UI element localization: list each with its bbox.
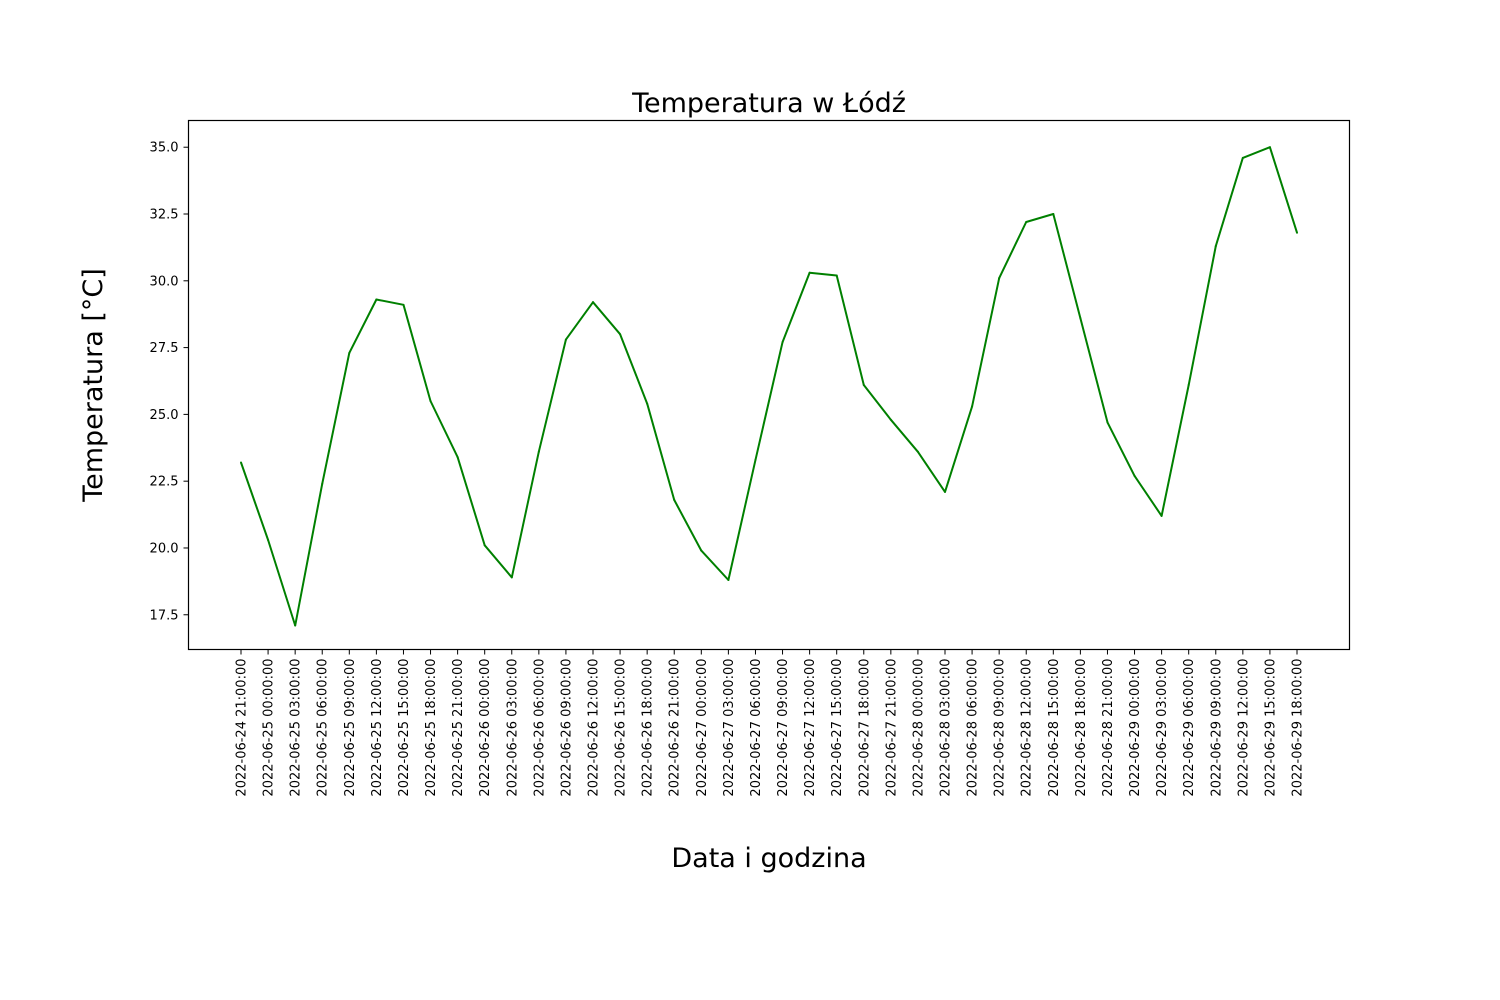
data-point	[673, 498, 676, 501]
data-point	[537, 450, 540, 453]
x-tick-label: 2022-06-29 12:00:00	[1236, 659, 1251, 797]
data-point	[1241, 156, 1244, 159]
y-tick-label: 25.0	[150, 408, 179, 423]
data-point	[1106, 421, 1109, 424]
x-tick-label: 2022-06-28 09:00:00	[993, 659, 1008, 797]
x-tick-label: 2022-06-27 12:00:00	[803, 659, 818, 797]
x-tick-label: 2022-06-27 21:00:00	[884, 659, 899, 797]
data-point	[1268, 146, 1271, 149]
data-point	[564, 338, 567, 341]
x-tick-label: 2022-06-25 21:00:00	[451, 659, 466, 797]
x-tick-label: 2022-06-25 00:00:00	[262, 659, 277, 797]
x-tick-label: 2022-06-27 00:00:00	[695, 659, 710, 797]
y-tick-label: 17.5	[150, 608, 179, 623]
x-tick-label: 2022-06-28 18:00:00	[1074, 659, 1089, 797]
y-tick-label: 32.5	[150, 208, 179, 223]
plot-area	[187, 119, 1351, 651]
x-tick-label: 2022-06-28 21:00:00	[1101, 659, 1116, 797]
x-tick-label: 2022-06-28 12:00:00	[1020, 659, 1035, 797]
y-tick-label: 35.0	[150, 141, 179, 156]
data-point	[1296, 231, 1298, 234]
x-tick-label: 2022-06-29 09:00:00	[1209, 659, 1224, 797]
data-point	[348, 351, 351, 354]
x-tick-label: 2022-06-26 21:00:00	[668, 659, 683, 797]
x-tick-label: 2022-06-25 03:00:00	[289, 659, 304, 797]
data-point	[240, 461, 242, 464]
data-point	[889, 418, 892, 421]
data-point	[808, 271, 811, 274]
x-tick-label: 2022-06-27 18:00:00	[857, 659, 872, 797]
x-tick-label: 2022-06-25 18:00:00	[424, 659, 439, 797]
chart-title: Temperatura w Łódź	[631, 88, 906, 119]
data-point	[998, 277, 1001, 280]
data-point	[727, 579, 730, 582]
data-point	[754, 458, 757, 461]
x-tick-label: 2022-06-26 12:00:00	[587, 659, 602, 797]
data-point	[1079, 317, 1082, 320]
y-axis: 17.5 20.0 22.5 25.0 27.5 30.0 32.5 35.0	[150, 141, 189, 623]
x-tick-label: 2022-06-27 03:00:00	[722, 659, 737, 797]
data-point	[510, 576, 513, 579]
x-tick-label: 2022-06-27 15:00:00	[830, 659, 845, 797]
x-tick-label: 2022-06-27 09:00:00	[776, 659, 791, 797]
data-point	[700, 549, 703, 552]
x-tick-label: 2022-06-25 12:00:00	[370, 659, 385, 797]
x-tick-label: 2022-06-25 15:00:00	[397, 659, 412, 797]
data-point	[619, 333, 622, 336]
y-tick-label: 20.0	[150, 541, 179, 556]
x-tick-label: 2022-06-28 15:00:00	[1047, 659, 1062, 797]
x-tick-label: 2022-06-26 00:00:00	[478, 659, 493, 797]
data-point	[1160, 514, 1163, 517]
data-point	[1133, 474, 1136, 477]
data-point	[1187, 384, 1190, 386]
x-axis: 2022-06-24 21:00:00 2022-06-25 00:00:00 20…	[235, 649, 1306, 797]
y-tick-label: 27.5	[150, 341, 179, 356]
x-tick-label: 2022-06-29 18:00:00	[1291, 659, 1306, 797]
y-tick-label: 30.0	[150, 274, 179, 289]
data-point	[456, 456, 459, 459]
data-point	[971, 405, 974, 408]
series-line	[240, 146, 1298, 627]
x-tick-label: 2022-06-29 00:00:00	[1128, 659, 1143, 797]
data-point	[267, 538, 270, 541]
x-tick-label: 2022-06-29 06:00:00	[1182, 659, 1197, 797]
x-tick-label: 2022-06-28 06:00:00	[966, 659, 981, 797]
x-tick-label: 2022-06-25 09:00:00	[343, 659, 358, 797]
x-tick-label: 2022-06-26 15:00:00	[614, 659, 629, 797]
y-axis-label: Temperatura [°C]	[78, 268, 109, 503]
data-point	[835, 274, 838, 277]
data-point	[321, 482, 324, 485]
series-layer	[240, 146, 1298, 627]
data-point	[592, 301, 594, 304]
data-point	[944, 490, 946, 493]
x-tick-label: 2022-06-27 06:00:00	[749, 659, 764, 797]
data-point	[375, 298, 378, 301]
data-point	[483, 544, 486, 547]
data-point	[1052, 213, 1055, 216]
x-tick-label: 2022-06-24 21:00:00	[235, 659, 250, 797]
x-tick-label: 2022-06-29 03:00:00	[1155, 659, 1170, 797]
data-point	[781, 341, 784, 344]
data-point	[646, 402, 649, 405]
x-tick-label: 2022-06-29 15:00:00	[1263, 659, 1278, 797]
x-tick-label: 2022-06-28 03:00:00	[939, 659, 954, 797]
data-point	[916, 450, 919, 453]
data-point	[1025, 221, 1028, 224]
x-tick-label: 2022-06-26 03:00:00	[505, 659, 520, 797]
data-point	[294, 624, 297, 627]
plot-frame	[187, 119, 1351, 651]
data-point	[402, 303, 405, 306]
x-tick-label: 2022-06-28 00:00:00	[911, 659, 926, 797]
x-tick-label: 2022-06-25 06:00:00	[316, 659, 331, 797]
x-tick-label: 2022-06-26 18:00:00	[641, 659, 656, 797]
y-tick-label: 22.5	[150, 475, 179, 490]
x-tick-label: 2022-06-26 09:00:00	[559, 659, 574, 797]
x-axis-label: Data i godzina	[671, 843, 866, 874]
data-point	[862, 384, 865, 386]
x-tick-label: 2022-06-26 06:00:00	[532, 659, 547, 797]
data-point	[1214, 245, 1217, 248]
data-point	[429, 400, 432, 403]
